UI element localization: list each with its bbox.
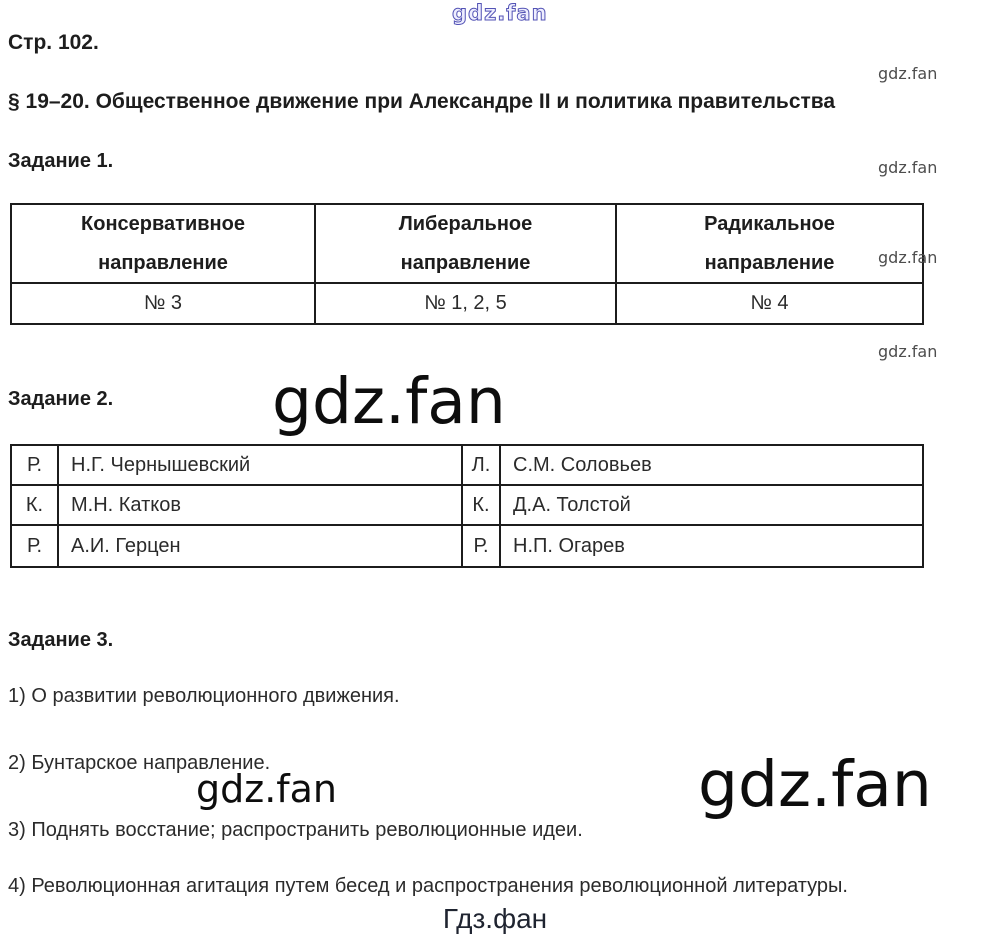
task3-answer-4: 4) Революционная агитация путем бесед и … [8, 875, 848, 897]
watermark-small-2: gdz.fan [878, 158, 938, 177]
task3-answer-2: 2) Бунтарское направление. [8, 752, 271, 774]
task1-header-radical: Радикальное направление [617, 205, 922, 284]
task2-cell-name: А.И. Герцен [59, 526, 463, 566]
task1-title: Задание 1. [8, 150, 114, 172]
task2-table: Р. Н.Г. Чернышевский Л. С.М. Соловьев К.… [10, 444, 924, 568]
task3-title: Задание 3. [8, 629, 114, 651]
task2-cell-name: М.Н. Катков [59, 486, 463, 526]
watermark-small-3: gdz.fan [878, 248, 938, 267]
task2-cell-name: С.М. Соловьев [501, 446, 922, 486]
watermark-large-1: gdz.fan [272, 365, 506, 438]
task1-header-conservative: Консервативное направление [12, 205, 316, 284]
task2-cell-name: Д.А. Толстой [501, 486, 922, 526]
task1-table: Консервативное направление Либеральное н… [10, 203, 924, 325]
task1-value-liberal: № 1, 2, 5 [316, 284, 617, 323]
watermark-large-2: gdz.fan [698, 748, 932, 821]
watermark-medium: gdz.fan [196, 767, 338, 811]
paragraph-heading: § 19–20. Общественное движение при Алекс… [8, 90, 836, 113]
task3-answer-3: 3) Поднять восстание; распространить рев… [8, 819, 583, 841]
task2-cell-letter: Л. [463, 446, 501, 486]
task2-cell-letter: К. [12, 486, 59, 526]
watermark-top: gdz.fan [452, 1, 548, 26]
task1-value-conservative: № 3 [12, 284, 316, 323]
watermark-small-4: gdz.fan [878, 342, 938, 361]
task2-cell-letter: Р. [12, 446, 59, 486]
task2-cell-letter: Р. [12, 526, 59, 566]
task2-cell-letter: Р. [463, 526, 501, 566]
task2-cell-name: Н.П. Огарев [513, 534, 625, 557]
task3-answer-1: 1) О развитии революционного движения. [8, 685, 400, 707]
task2-cell-letter: К. [463, 486, 501, 526]
task1-value-radical: № 4 [750, 292, 789, 314]
task2-title: Задание 2. [8, 388, 114, 410]
task1-header-liberal: Либеральное направление [316, 205, 617, 284]
watermark-small-1: gdz.fan [878, 64, 938, 83]
task2-cell-name: Н.Г. Чернышевский [59, 446, 463, 486]
page-number-label: Стр. 102. [8, 31, 99, 54]
site-footer: Гдз.фан [442, 903, 548, 934]
